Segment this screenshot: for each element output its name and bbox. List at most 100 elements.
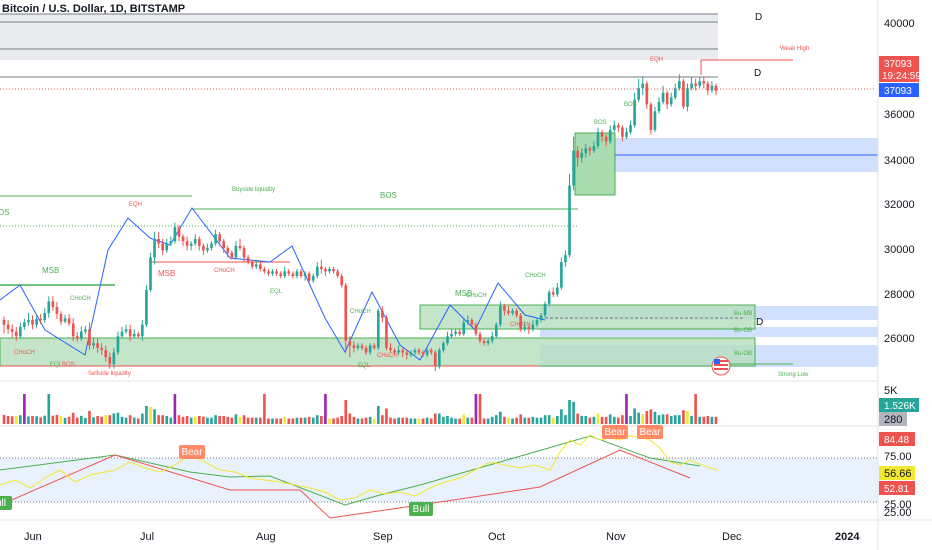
candle-body <box>348 340 352 346</box>
volume-bar <box>104 415 108 424</box>
candle-body <box>39 318 42 321</box>
x-tick-jul: Jul <box>140 531 154 543</box>
volume-bar <box>397 417 400 424</box>
candle-body <box>446 336 449 344</box>
volume-bar <box>23 394 26 424</box>
price-scale[interactable]: 40000 36000 34000 32000 30000 28000 2600… <box>884 18 915 345</box>
volume-bar <box>238 416 242 424</box>
volume-series <box>2 394 718 424</box>
candle-body <box>706 83 710 91</box>
volume-bar <box>55 414 59 424</box>
candle-body <box>10 329 14 332</box>
y-tick-40000: 40000 <box>884 18 915 30</box>
volume-bar <box>230 417 234 424</box>
eql-label-1: EQL <box>270 289 283 295</box>
volume-bar <box>157 415 160 424</box>
choch-label-5: CHoCH <box>377 353 398 359</box>
candle-body <box>214 234 217 244</box>
candle-body <box>714 85 718 91</box>
candle-body <box>523 326 527 330</box>
volume-bar <box>381 415 384 424</box>
candle-body <box>600 132 604 137</box>
volume-bar <box>189 417 193 424</box>
candle-body <box>14 331 18 337</box>
volume-bar <box>393 418 396 424</box>
choch-label-2: CHoCH <box>14 350 35 356</box>
volume-bar <box>494 415 498 424</box>
last-price-badge: 37093 <box>879 83 919 97</box>
volume-bar <box>128 415 132 424</box>
candle-body <box>417 350 421 353</box>
volume-bar <box>67 416 71 424</box>
volume-bar <box>596 413 600 424</box>
bear-badge-3: Bear <box>637 425 663 439</box>
volume-badge-value: 1.526K <box>884 401 916 412</box>
volume-bar <box>315 415 319 424</box>
volume-bar <box>612 416 616 424</box>
volume-bar <box>96 416 99 424</box>
time-axis[interactable]: Jun Jul Aug Sep Oct Nov Dec 2024 <box>24 531 860 543</box>
volume-bar <box>466 417 470 424</box>
volume-bar <box>458 418 461 424</box>
candle-body <box>153 238 156 258</box>
volume-badge <box>879 398 919 412</box>
candle-body <box>193 238 197 244</box>
candle-body <box>84 329 87 332</box>
d-label-1: D <box>754 68 761 79</box>
candle-body <box>100 347 103 351</box>
volume-bar <box>417 418 421 424</box>
candle-body <box>352 345 356 348</box>
volume-bar <box>661 414 665 424</box>
x-tick-jun: Jun <box>24 531 42 543</box>
candle-body <box>507 310 510 314</box>
volume-bar <box>259 417 262 424</box>
us-flag-icon[interactable] <box>711 356 731 376</box>
candle-body <box>608 129 612 142</box>
volume-bar <box>360 418 364 424</box>
candle-body <box>433 352 437 367</box>
volume-bar <box>690 416 693 424</box>
volume-bar <box>454 418 457 424</box>
candle-body <box>429 350 433 353</box>
candle-body <box>425 350 429 355</box>
volume-bar <box>413 418 417 424</box>
candle-body <box>454 331 457 334</box>
volume-bar <box>438 413 441 424</box>
candle-body <box>206 248 209 251</box>
volume-bar <box>51 415 55 424</box>
volume-bar <box>653 411 657 424</box>
volume-bar <box>682 410 685 424</box>
rsi-tick-52: 52.81 <box>884 484 909 495</box>
volume-bar <box>617 417 620 424</box>
volume-bar <box>608 414 612 424</box>
choch-label-7: CHoCH <box>525 273 546 279</box>
volume-bar <box>202 416 205 424</box>
candle-body <box>637 88 640 100</box>
candle-body <box>458 331 461 334</box>
candle-body <box>381 310 384 318</box>
volume-bar <box>177 415 181 424</box>
candle-body <box>96 343 99 348</box>
volume-bar <box>698 416 702 424</box>
choch-label-4: CHoCH <box>350 309 371 315</box>
x-tick-nov: Nov <box>606 531 626 543</box>
volume-bar <box>633 408 636 424</box>
candle-body <box>173 227 177 242</box>
candle-body <box>531 324 535 330</box>
candle-body <box>145 289 148 325</box>
volume-bar <box>678 415 681 424</box>
volume-bar <box>340 416 344 424</box>
volume-bar <box>320 416 323 424</box>
svg-text:37093: 37093 <box>884 86 912 97</box>
volume-bar <box>450 417 453 424</box>
volume-bar <box>523 417 527 424</box>
volume-bar <box>234 414 238 424</box>
volume-bar <box>287 418 291 424</box>
volume-bar <box>568 400 571 424</box>
volume-bar <box>702 416 706 424</box>
zigzag-line <box>0 207 546 361</box>
volume-bar <box>14 416 18 424</box>
volume-bar <box>299 417 303 424</box>
buyside-liquidity-label: Buyside liquidity <box>232 187 275 193</box>
